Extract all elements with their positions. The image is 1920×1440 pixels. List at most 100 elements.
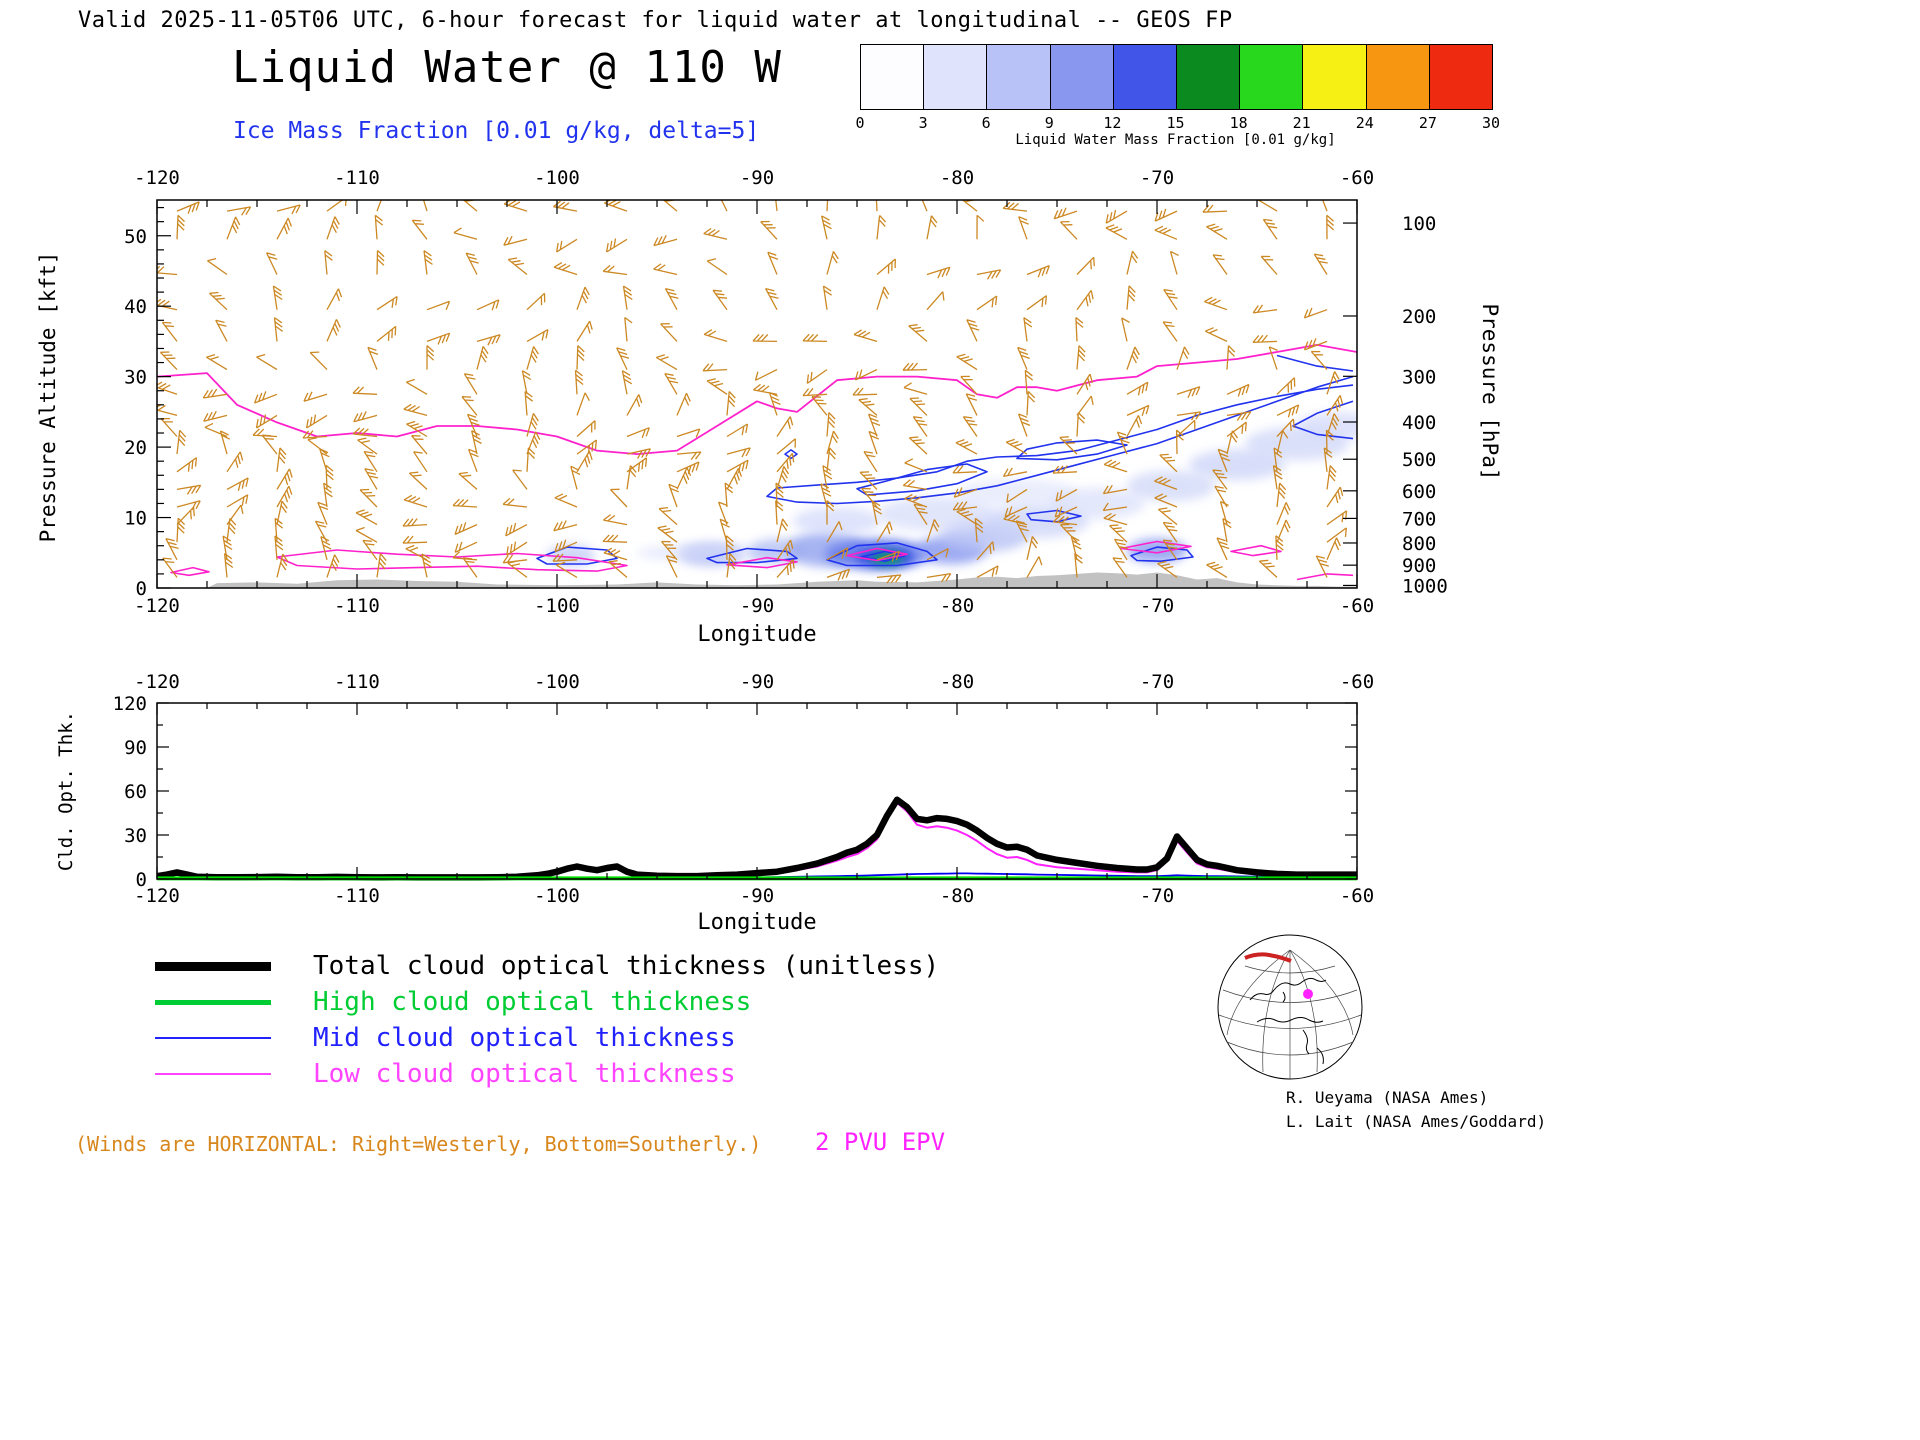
wind-barb xyxy=(876,286,890,310)
wind-barb xyxy=(276,204,301,215)
wind-barb xyxy=(822,285,832,310)
wind-barb xyxy=(363,450,378,473)
x-top-tick-label: -70 xyxy=(1140,671,1174,693)
wind-barb xyxy=(307,437,328,455)
wind-barb xyxy=(1070,535,1082,560)
wind-barb xyxy=(961,200,978,212)
wind-barb xyxy=(364,468,379,490)
wind-barb xyxy=(775,482,784,508)
wind-barb xyxy=(576,439,598,455)
wind-barb xyxy=(821,215,832,240)
cross-section-axes: -120 -120 -110 -110 -100 -100 -90 -90 -80 -80 -70 -… xyxy=(36,167,1502,647)
liquid-water-patch xyxy=(1297,411,1357,441)
wind-barb xyxy=(676,461,700,475)
wind-barb xyxy=(165,537,179,561)
pressure-tick-label: 600 xyxy=(1402,481,1436,503)
wind-barb xyxy=(1206,223,1228,240)
wind-barb xyxy=(462,557,478,578)
wind-barb xyxy=(362,539,378,561)
epv-label: 2 PVU EPV xyxy=(815,1128,946,1156)
legend-item: Total cloud optical thickness (unitless) xyxy=(155,948,939,984)
wind-barb xyxy=(976,541,995,561)
ice-contour xyxy=(1130,546,1194,562)
wind-barb xyxy=(706,258,728,276)
wind-barb xyxy=(1114,538,1129,561)
x-tick-label: -100 xyxy=(534,885,580,907)
wind-barb xyxy=(876,214,887,240)
colorbar-tick-label: 24 xyxy=(1355,114,1374,132)
wind-barb xyxy=(1326,486,1344,508)
wind-barb xyxy=(176,214,185,240)
wind-barb xyxy=(616,347,630,370)
wind-barb xyxy=(912,416,928,437)
x-top-tick-label: -110 xyxy=(334,167,380,189)
wind-barb xyxy=(1076,395,1094,416)
x-top-tick-label: -110 xyxy=(334,671,380,693)
wind-barb xyxy=(209,291,228,311)
wind-barb xyxy=(160,417,178,437)
wind-barb xyxy=(1206,561,1228,578)
wind-barb xyxy=(503,235,528,246)
colorbar-cell xyxy=(1113,45,1178,109)
colorbar-tick-label: 6 xyxy=(981,114,991,132)
liquid-water-patch xyxy=(957,478,1077,507)
wind-barb xyxy=(326,200,347,212)
wind-barb xyxy=(314,520,328,543)
x-top-tick-label: -120 xyxy=(134,671,180,693)
pressure-tick-label: 900 xyxy=(1402,555,1436,577)
liquid-water-patch xyxy=(793,506,881,536)
pressure-tick-label: 300 xyxy=(1402,366,1436,388)
wind-barb xyxy=(719,518,730,543)
terrain-profile xyxy=(207,572,1357,588)
x-tick-label: -60 xyxy=(1340,595,1374,617)
credit-line-1: R. Ueyama (NASA Ames) xyxy=(1286,1088,1489,1107)
wind-barb xyxy=(665,555,678,578)
ice-contour xyxy=(766,375,1354,505)
wind-barb xyxy=(626,394,643,416)
wind-barb xyxy=(1002,467,1028,478)
legend-item: Mid cloud optical thickness xyxy=(155,1020,939,1056)
colorbar: 0 3 6 9 12 15 18 21 24 27 30 Liquid Water Mass Fra… xyxy=(855,44,1500,148)
wind-barb xyxy=(1202,204,1228,213)
x-tick-label: -70 xyxy=(1140,595,1174,617)
wind-barb xyxy=(802,333,828,343)
legend-line-swatch xyxy=(155,1072,271,1076)
wind-barb xyxy=(203,410,228,422)
wind-barb xyxy=(1176,346,1190,370)
wind-barb xyxy=(1313,253,1328,275)
wind-barb xyxy=(1116,431,1130,455)
wind-barb xyxy=(272,285,283,310)
wind-barb xyxy=(965,393,978,416)
thickness-tick-label: 90 xyxy=(124,737,147,759)
wind-barb xyxy=(1112,557,1128,578)
wind-barb xyxy=(526,413,539,437)
wind-barb xyxy=(1076,412,1086,437)
wind-barb xyxy=(426,345,435,370)
wind-barb xyxy=(1076,256,1095,275)
wind-barb xyxy=(676,393,691,416)
wind-barb xyxy=(1212,469,1228,490)
wind-barb xyxy=(454,522,478,535)
wind-barb xyxy=(552,553,578,562)
colorbar-cells xyxy=(860,44,1493,110)
wind-barb xyxy=(655,354,678,371)
wind-barb xyxy=(1006,488,1028,503)
wind-barb xyxy=(1059,436,1078,455)
epv-contour xyxy=(726,556,798,569)
wind-barb xyxy=(176,517,186,543)
wind-barb xyxy=(403,403,428,417)
wind-barb xyxy=(626,427,650,439)
wind-barb xyxy=(1226,411,1252,421)
wind-barb xyxy=(776,559,795,578)
wind-barb xyxy=(660,323,678,342)
colorbar-tick-label: 27 xyxy=(1418,114,1437,132)
wind-barb xyxy=(664,372,679,395)
wind-barb xyxy=(454,541,478,553)
epv-contour xyxy=(170,566,210,577)
wind-barb xyxy=(926,519,940,543)
wind-barb xyxy=(767,251,779,275)
wind-barb xyxy=(1015,520,1029,543)
wind-barb xyxy=(1024,369,1034,395)
wind-barb xyxy=(502,554,528,564)
wind-barb xyxy=(461,396,478,416)
